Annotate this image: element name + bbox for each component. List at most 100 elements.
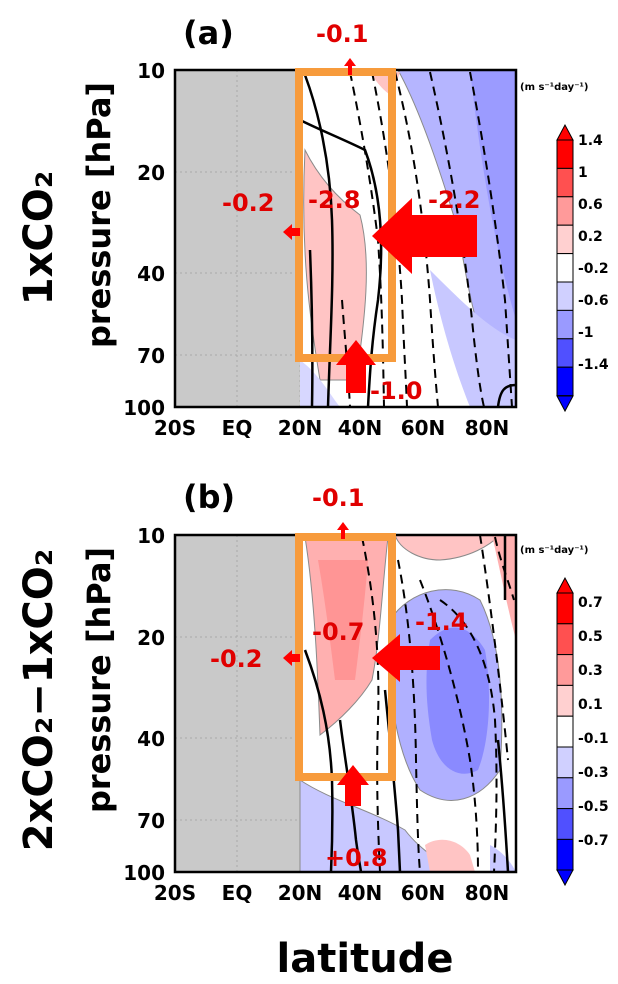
colorbar-a: 1.4 1 0.6 0.2 -0.2 -0.6 -1 -1.4	[556, 123, 609, 413]
x-tick-b-eq: EQ	[222, 881, 253, 905]
x-ticks-b: 20S EQ 20N 40N 60N 80N	[154, 881, 509, 905]
units-b: (m s⁻¹day⁻¹)	[520, 545, 588, 556]
x-tick-b-40n: 40N	[338, 881, 383, 905]
y-tick-b-100: 100	[123, 861, 165, 885]
cb-a-label-0: 1.4	[578, 133, 603, 149]
y-ticks-b: 10 20 40 70 100	[123, 524, 165, 885]
cb-a-label-3: 0.2	[578, 229, 603, 245]
colorbar-a-top	[556, 123, 574, 141]
cb-b-label-0: 0.7	[578, 595, 603, 611]
land-mask-b	[175, 535, 301, 872]
cb-b-label-4: -0.1	[578, 731, 609, 747]
cb-a-label-4: -0.2	[578, 261, 609, 277]
x-tick-a-eq: EQ	[222, 416, 253, 440]
y-tick-a-70: 70	[137, 344, 165, 368]
y-tick-b-10: 10	[137, 524, 165, 548]
colorbar-b-swatch-6	[556, 777, 574, 810]
flux-center-b: -0.7	[312, 618, 364, 646]
panel-label-a: (a)	[183, 14, 234, 52]
y-tick-b-40: 40	[137, 727, 165, 751]
annotations-a: -0.1 -0.2 -2.8 -2.2 -1.0	[222, 20, 480, 405]
colorbar-b: 0.7 0.5 0.3 0.1 -0.1 -0.3 -0.5 -0.7	[556, 576, 609, 887]
cb-b-label-2: 0.3	[578, 663, 603, 679]
arrow-bottom-b	[337, 765, 369, 806]
arrow-top-b	[337, 522, 349, 539]
x-tick-b-60n: 60N	[401, 881, 446, 905]
cb-b-label-1: 0.5	[578, 629, 603, 645]
x-tick-b-80n: 80N	[465, 881, 510, 905]
colorbar-b-swatch-4	[556, 715, 574, 748]
dashed-contours-b	[361, 535, 515, 872]
ylabel-a: pressure [hPa]	[80, 82, 118, 348]
x-tick-b-20n: 20N	[278, 881, 323, 905]
colorbar-b-swatch-8	[556, 838, 574, 871]
y-tick-a-100: 100	[123, 396, 165, 420]
arrow-top-a	[344, 58, 356, 75]
land-mask-a	[175, 70, 301, 407]
cb-b-label-5: -0.3	[578, 765, 609, 781]
x-tick-a-20n: 20N	[278, 416, 323, 440]
colorbar-a-swatch-0	[556, 139, 574, 169]
colorbar-b-top	[556, 576, 574, 594]
flux-arrows-b	[283, 522, 440, 806]
arrow-right-b	[372, 634, 440, 682]
arrow-left-b	[283, 650, 300, 666]
x-tick-b-20s: 20S	[154, 881, 196, 905]
x-ticks-a: 20S EQ 20N 40N 60N 80N	[154, 416, 509, 440]
colorbar-b-swatch-5	[556, 746, 574, 779]
x-tick-a-40n: 40N	[338, 416, 383, 440]
shading-b	[299, 535, 516, 872]
cb-a-label-5: -0.6	[578, 293, 609, 309]
y-ticks-a: 10 20 40 70 100	[123, 59, 165, 420]
colorbar-b-bottom	[556, 869, 574, 887]
flux-right-a: -2.2	[428, 186, 480, 214]
arrow-left-a	[283, 224, 300, 240]
cb-b-label-7: -0.7	[578, 833, 609, 849]
plot-area-b	[175, 535, 516, 872]
flux-arrows-a	[283, 58, 477, 393]
colorbar-a-swatches	[556, 139, 574, 397]
colorbar-b-swatch-2	[556, 654, 574, 686]
y-tick-a-40: 40	[137, 262, 165, 286]
flux-bottom-b: +0.8	[325, 844, 388, 872]
annotations-b: -0.1 -0.2 -0.7 -1.4 +0.8	[210, 484, 467, 872]
panel-a: 1xCO₂ pressure [hPa] (a) (m s⁻¹day⁻¹)	[16, 14, 609, 440]
cb-a-label-2: 0.6	[578, 197, 603, 213]
xlabel: latitude	[277, 936, 454, 982]
colorbar-a-swatch-3	[556, 224, 574, 255]
colorbar-a-bottom	[556, 395, 574, 413]
cb-b-label-3: 0.1	[578, 697, 603, 713]
y-tick-a-10: 10	[137, 59, 165, 83]
x-tick-a-80n: 80N	[465, 416, 510, 440]
colorbar-a-swatch-6	[556, 309, 574, 340]
cb-a-label-7: -1.4	[578, 357, 609, 373]
flux-left-a: -0.2	[222, 189, 274, 217]
colorbar-b-swatch-0	[556, 592, 574, 625]
y-tick-b-70: 70	[137, 809, 165, 833]
flux-center-a: -2.8	[308, 186, 360, 214]
colorbar-a-swatch-2	[556, 196, 574, 226]
colorbar-a-swatch-7	[556, 338, 574, 368]
y-tick-a-20: 20	[137, 161, 165, 185]
panel-label-b: (b)	[183, 478, 235, 516]
colorbar-b-swatch-3	[556, 684, 574, 717]
flux-top-b: -0.1	[312, 484, 364, 512]
arrow-right-a	[372, 198, 477, 274]
colorbar-b-swatch-7	[556, 808, 574, 840]
flux-right-b: -1.4	[415, 608, 467, 636]
flux-left-b: -0.2	[210, 645, 262, 673]
colorbar-b-swatch-1	[556, 623, 574, 656]
shading-a	[300, 70, 516, 407]
cb-b-label-6: -0.5	[578, 799, 609, 815]
cb-a-label-1: 1	[578, 165, 588, 181]
flux-top-a: -0.1	[316, 20, 368, 48]
colorbar-a-swatch-5	[556, 281, 574, 311]
colorbar-a-swatch-8	[556, 366, 574, 397]
colorbar-a-swatch-4	[556, 253, 574, 283]
row-label-a: 1xCO₂	[16, 171, 62, 306]
arrow-bottom-a	[336, 340, 376, 393]
x-tick-a-60n: 60N	[401, 416, 446, 440]
colorbar-a-swatch-1	[556, 167, 574, 198]
ylabel-b: pressure [hPa]	[80, 547, 118, 813]
